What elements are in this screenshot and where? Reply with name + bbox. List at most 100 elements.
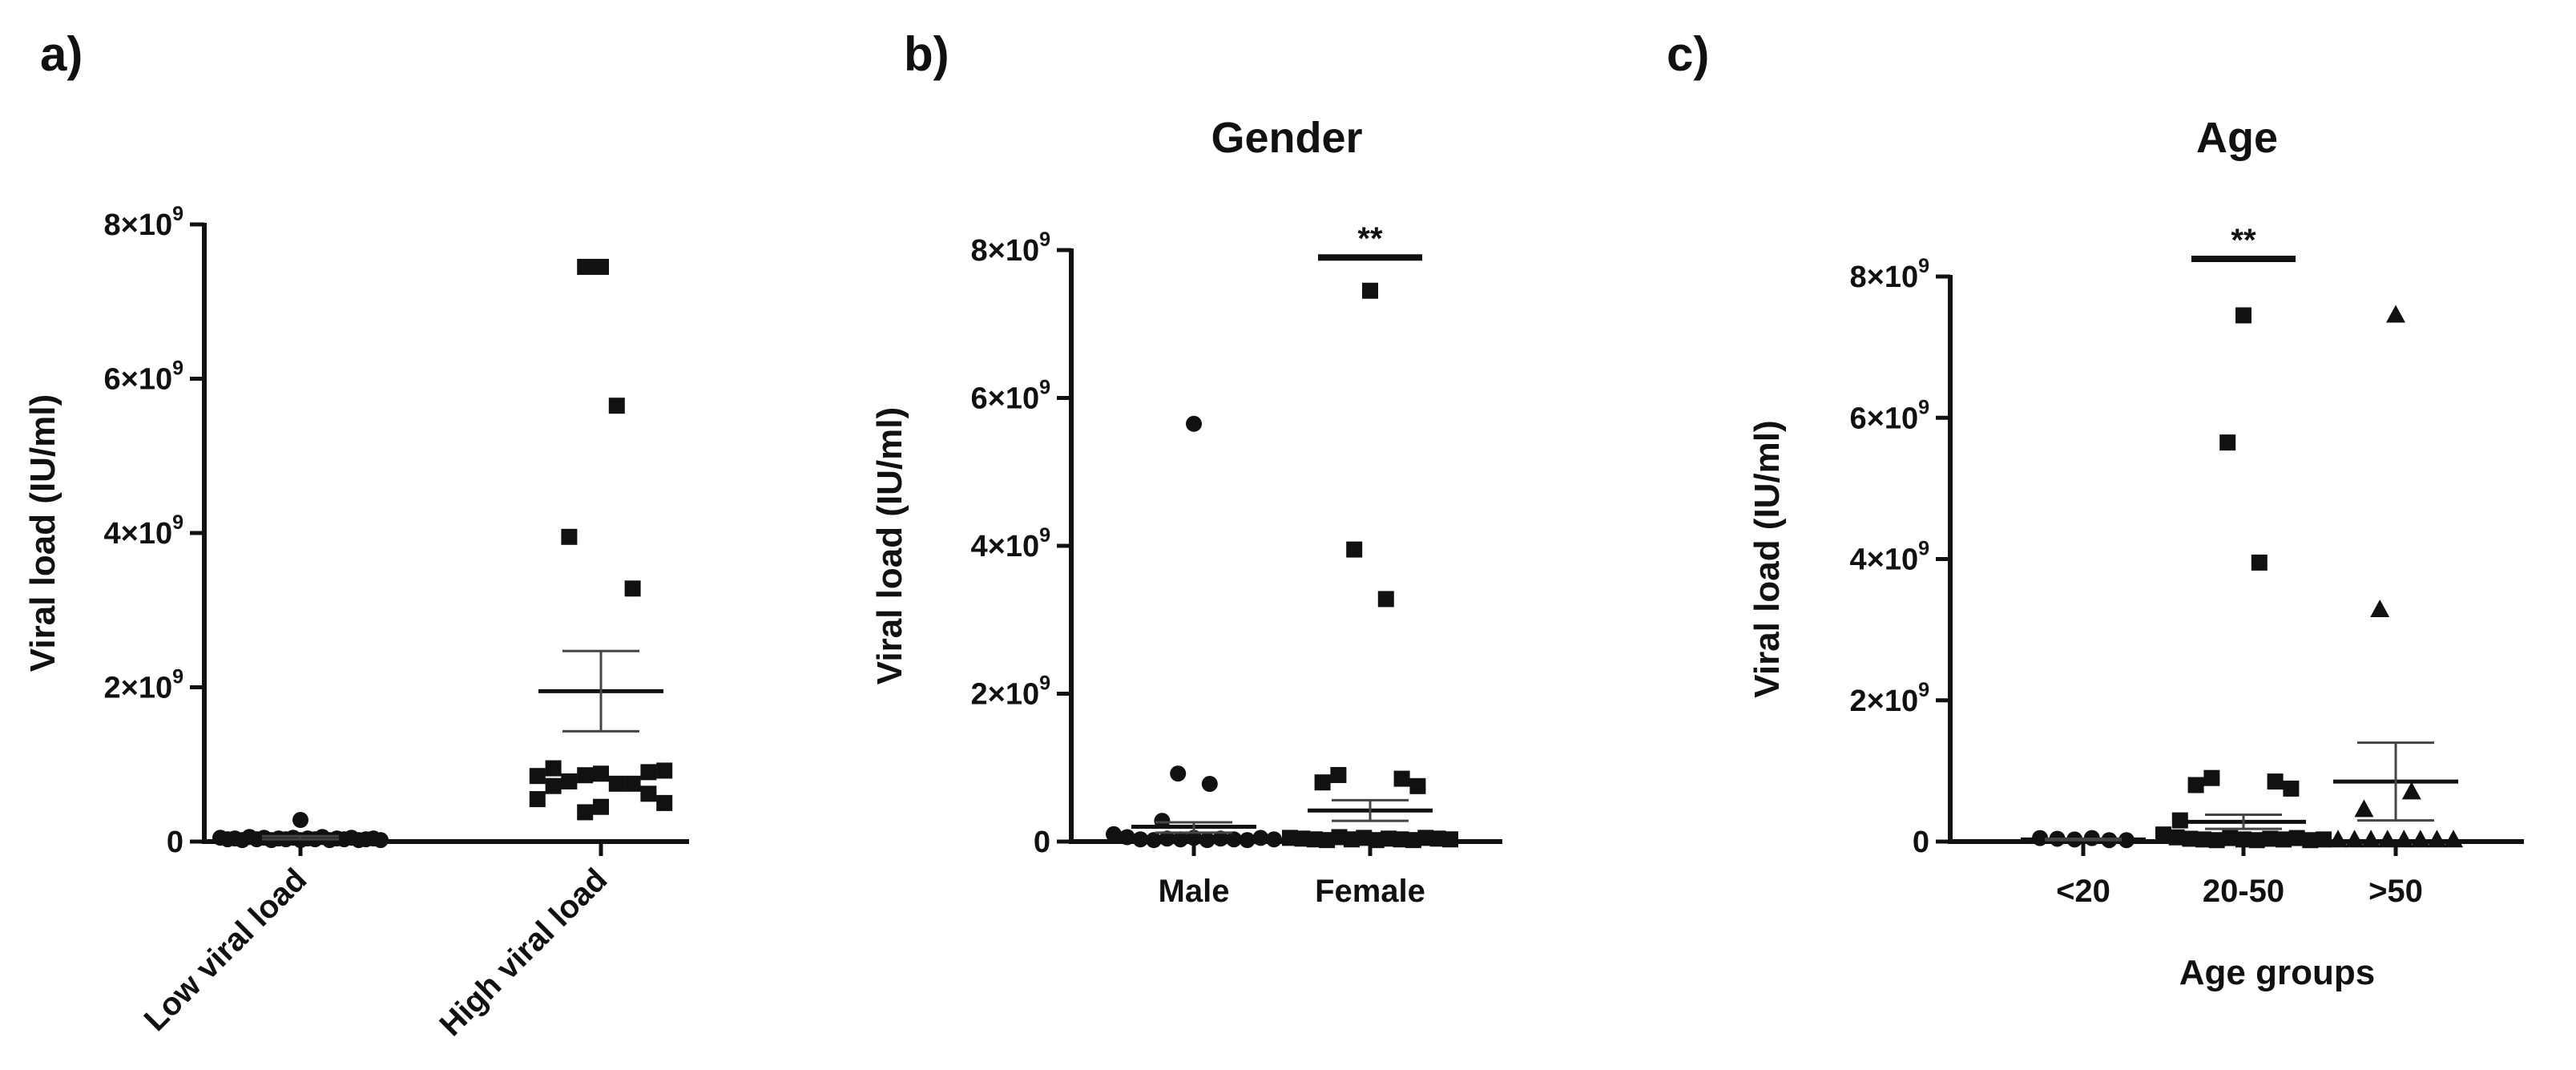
data-point [2386, 305, 2405, 323]
chart-title: Age [2196, 114, 2278, 162]
y-tick-label: 0 [167, 826, 183, 859]
data-point [1393, 770, 1410, 787]
significance-label: ** [1357, 221, 1383, 256]
data-point [2328, 830, 2348, 848]
data-point [1172, 831, 1189, 848]
data-point [1377, 591, 1394, 608]
data-point [2427, 830, 2447, 848]
x-tick-label: <20 [2056, 874, 2110, 909]
x-tick-label: High viral load [433, 862, 614, 1043]
data-point [640, 764, 657, 781]
data-point [624, 580, 641, 597]
data-point [1417, 830, 1434, 846]
data-point [1212, 830, 1229, 847]
y-axis-label: Viral load (IU/ml) [23, 394, 62, 672]
data-point [2235, 307, 2251, 324]
data-point [1381, 830, 1397, 847]
series-Male [1106, 415, 1282, 849]
panel-b: b) Gender 0 2×109 4×109 6×109 8×109 Viral load … [870, 27, 1502, 909]
y-tick-label: 8×109 [1850, 255, 1930, 294]
data-point [1319, 832, 1336, 849]
data-point [577, 767, 594, 784]
data-point [1252, 830, 1269, 846]
data-point [2410, 830, 2430, 848]
data-point [2344, 830, 2364, 848]
data-point [1294, 830, 1311, 847]
data-point [1346, 541, 1363, 558]
series->50 [2328, 305, 2463, 848]
data-point [545, 777, 562, 794]
panel-label: c) [1667, 27, 1709, 81]
data-point [1282, 830, 1298, 846]
data-point [2316, 831, 2332, 848]
data-point [1429, 830, 1446, 847]
y-tick-label: 8×109 [104, 203, 184, 242]
data-point [2203, 769, 2220, 786]
data-point [2219, 434, 2236, 451]
data-point [1186, 415, 1202, 432]
data-point [1368, 832, 1385, 849]
data-point [577, 258, 594, 275]
panel-a: a) 0 2×109 4×109 6×109 8×109 Viral load (IU/ml… [23, 27, 689, 1043]
x-tick-label: Female [1315, 874, 1425, 909]
panel-label: a) [40, 27, 83, 81]
data-point [2155, 826, 2171, 843]
data-point [2182, 830, 2199, 847]
data-point [656, 794, 673, 811]
data-point [624, 775, 641, 792]
data-point [561, 773, 578, 789]
panel-c: c) Age 0 2×109 4×109 6×109 8×109 Viral load (IU… [1667, 27, 2524, 992]
data-point [2302, 832, 2319, 849]
data-point [1199, 832, 1215, 849]
data-point [529, 791, 546, 808]
y-tick-label: 4×109 [1850, 538, 1930, 577]
data-point [1132, 831, 1149, 848]
data-point [1239, 832, 1256, 849]
data-point [1409, 777, 1426, 794]
data-point [2276, 831, 2292, 848]
data-point [2195, 831, 2211, 848]
data-point [593, 798, 609, 815]
data-point [1306, 831, 1323, 848]
data-point [2222, 830, 2239, 846]
y-tick-label: 2×109 [104, 666, 184, 705]
data-point [640, 785, 657, 802]
data-point [1331, 829, 1348, 846]
data-point [2394, 830, 2414, 848]
data-point [373, 832, 389, 849]
data-point [1146, 832, 1162, 849]
y-tick-label: 0 [1034, 826, 1050, 859]
y-tick-label: 2×109 [1850, 679, 1930, 718]
data-point [608, 775, 625, 792]
y-tick-label: 4×109 [971, 524, 1051, 563]
data-point [2288, 830, 2305, 846]
data-point [1356, 830, 1373, 846]
y-tick-label: 8×109 [971, 228, 1051, 268]
data-point [1393, 831, 1409, 848]
data-point [2361, 830, 2381, 848]
data-point [2377, 830, 2397, 848]
series-High viral load [529, 258, 673, 821]
data-point [1119, 829, 1135, 846]
data-point [2171, 812, 2188, 829]
data-point [2370, 599, 2390, 617]
data-point [1226, 831, 1242, 848]
data-point [656, 762, 673, 779]
data-point [1405, 832, 1421, 849]
significance-label: ** [2231, 223, 2256, 258]
series-20-50 [2155, 307, 2332, 849]
data-point [561, 528, 578, 545]
data-point [1106, 826, 1122, 842]
data-point [1442, 831, 1458, 848]
data-point [593, 258, 609, 275]
data-point [2251, 554, 2268, 571]
y-tick-label: 6×109 [971, 377, 1051, 416]
data-point [529, 768, 546, 785]
data-point [2248, 832, 2265, 849]
data-point [1159, 830, 1175, 847]
y-tick-label: 0 [1913, 826, 1929, 859]
data-point [1343, 831, 1360, 848]
data-point [2208, 832, 2225, 849]
y-tick-label: 4×109 [104, 511, 184, 551]
x-tick-label: 20-50 [2203, 874, 2284, 909]
